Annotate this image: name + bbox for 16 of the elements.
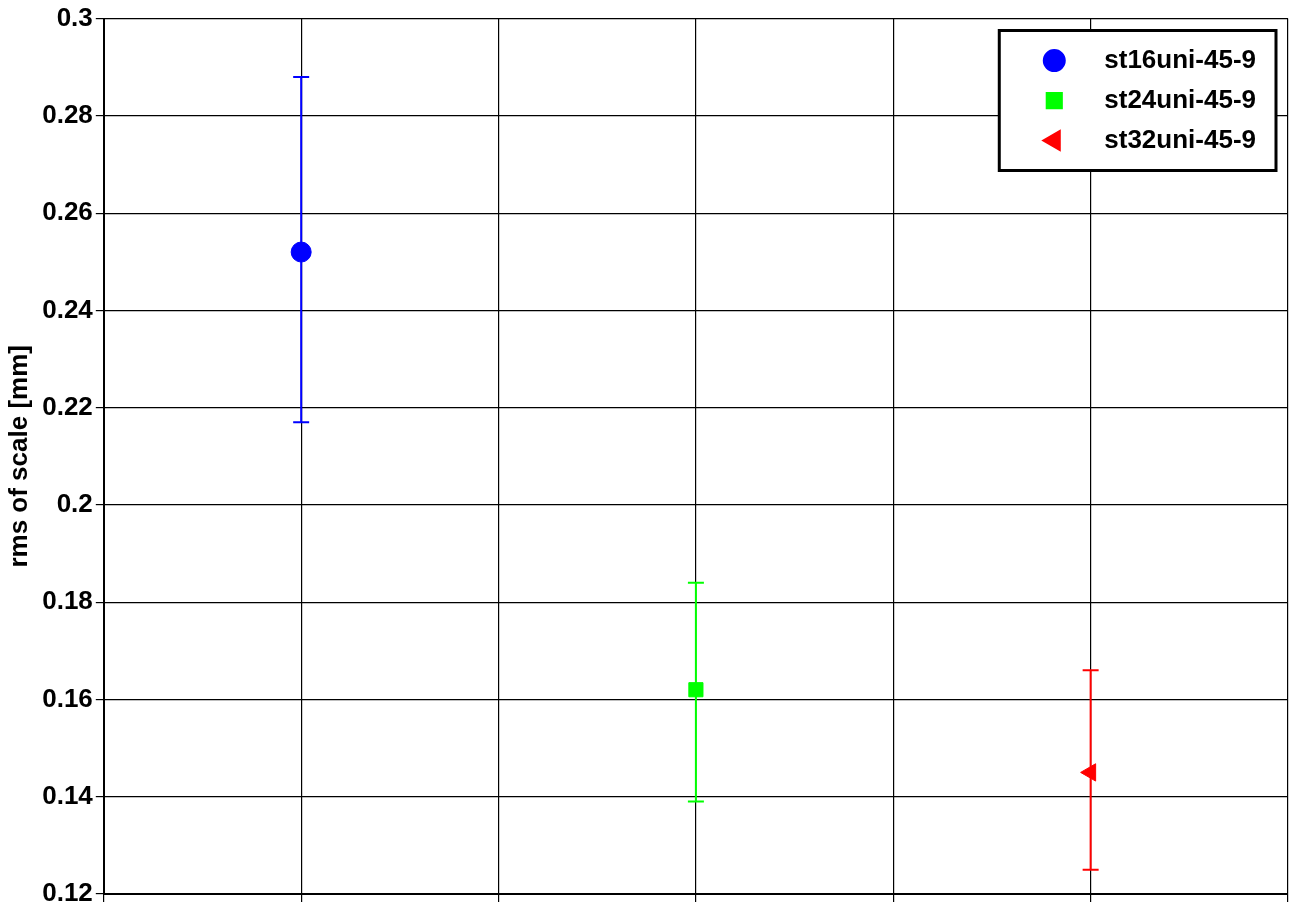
point [688, 682, 704, 698]
legend-label: st24uni-45-9 [1104, 83, 1257, 114]
y-tick-label: 0.12 [42, 877, 93, 908]
y-axis-title: rms of scale [mm] [2, 345, 33, 568]
y-tick-label: 0.16 [42, 682, 93, 713]
legend-label: st16uni-45-9 [1104, 43, 1257, 74]
y-tick-label: 0.2 [56, 488, 93, 519]
y-tick-label: 0.28 [42, 99, 93, 130]
y-tick-label: 0.3 [56, 1, 93, 32]
point [290, 241, 312, 263]
y-tick-label: 0.14 [42, 779, 94, 810]
y-tick-label: 0.22 [42, 390, 93, 421]
y-tick-label: 0.18 [42, 585, 93, 616]
y-tick-label: 0.24 [42, 293, 94, 324]
y-tick-label: 0.26 [42, 196, 93, 227]
legend-label: st32uni-45-9 [1104, 123, 1257, 154]
